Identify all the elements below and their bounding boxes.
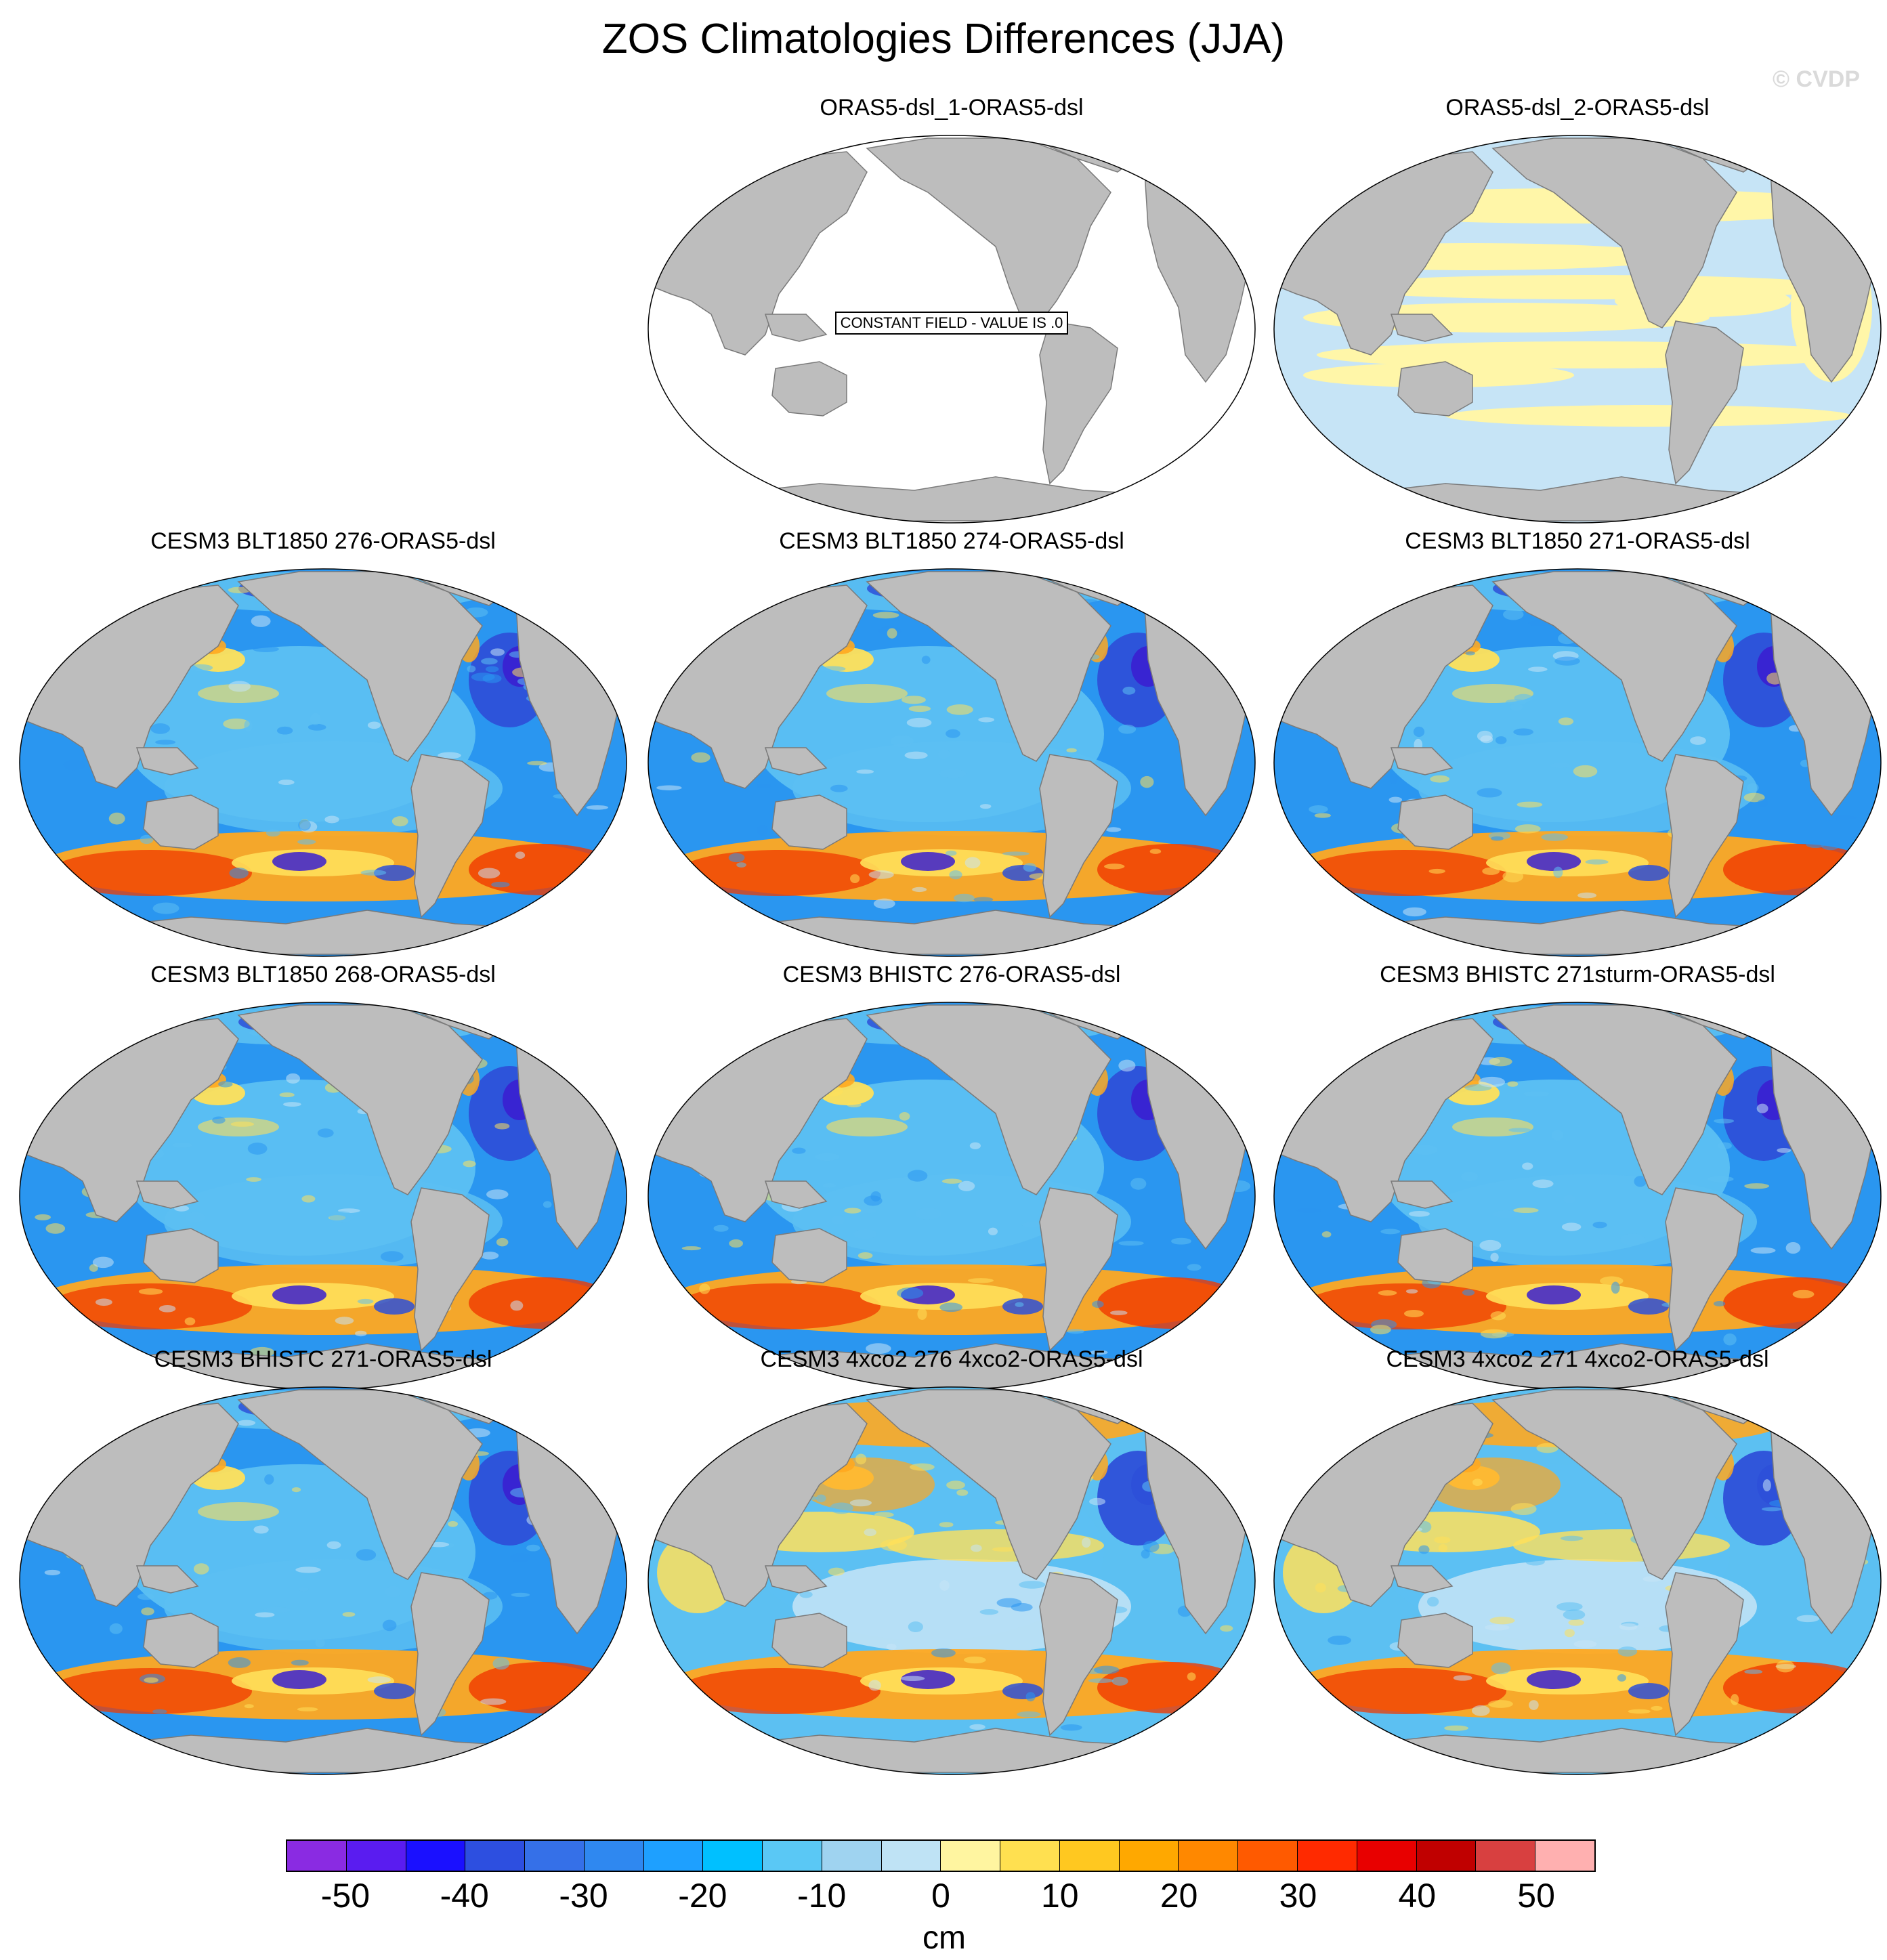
ocean-field (648, 569, 1255, 956)
ocean-field (20, 1002, 627, 1390)
colorbar-swatch (763, 1841, 822, 1871)
map-panel: CESM3 BLT1850 274-ORAS5-dsl (643, 528, 1260, 962)
colorbar-swatch (1119, 1841, 1179, 1871)
map-plot (19, 1386, 627, 1775)
colorbar-swatch (1476, 1841, 1536, 1871)
panel-title: CESM3 BLT1850 271-ORAS5-dsl (1405, 528, 1750, 554)
colorbar-swatch (1000, 1841, 1060, 1871)
map-plot (1273, 568, 1882, 957)
ocean-field (1274, 1387, 1881, 1774)
map-border (19, 1386, 627, 1775)
colorbar-swatch (1298, 1841, 1357, 1871)
map-panel: ORAS5-dsl_1-ORAS5-dsl CONSTANT FIELD - VA… (643, 95, 1260, 528)
colorbar-tick-label: 30 (1279, 1877, 1317, 1915)
map-border (1273, 1386, 1882, 1775)
colorbar-swatch (406, 1841, 466, 1871)
map-panel: CESM3 4xco2 271 4xco2-ORAS5-dsl (1269, 1346, 1886, 1780)
colorbar-tick-label: -40 (440, 1877, 489, 1915)
panel-title: CESM3 BLT1850 274-ORAS5-dsl (779, 528, 1124, 554)
map-plot (648, 1002, 1256, 1390)
map-panel: CESM3 BHISTC 271-ORAS5-dsl (15, 1346, 631, 1780)
colorbar-swatch (703, 1841, 763, 1871)
map-border (648, 568, 1256, 957)
colorbar-tick-label: -50 (320, 1877, 370, 1915)
map-border (1273, 135, 1882, 524)
map-border (648, 1386, 1256, 1775)
colorbar-swatch (1535, 1841, 1594, 1871)
colorbar-swatch (941, 1841, 1001, 1871)
map-panel: CESM3 BHISTC 276-ORAS5-dsl (643, 962, 1260, 1395)
colorbar-swatch (1179, 1841, 1239, 1871)
colorbar-tick-label: -10 (797, 1877, 847, 1915)
colorbar (286, 1839, 1596, 1872)
colorbar-swatch (1416, 1841, 1477, 1871)
map-plot (1273, 135, 1882, 524)
colorbar-swatch (465, 1841, 526, 1871)
map-border (1273, 568, 1882, 957)
panel-title: CESM3 BHISTC 271-ORAS5-dsl (154, 1346, 492, 1372)
page-title: ZOS Climatologies Differences (JJA) (601, 16, 1286, 62)
map-panel: ORAS5-dsl_2-ORAS5-dsl (1269, 95, 1886, 528)
ocean-field (1274, 1002, 1881, 1390)
constant-field-label: CONSTANT FIELD - VALUE IS .0 (643, 312, 1260, 335)
colorbar-tick-label: 50 (1517, 1877, 1555, 1915)
colorbar-tick-label: 10 (1041, 1877, 1079, 1915)
panel-title: CESM3 BLT1850 276-ORAS5-dsl (150, 528, 496, 554)
map-panel: CESM3 BLT1850 268-ORAS5-dsl (15, 962, 631, 1395)
map-panel: CESM3 BLT1850 271-ORAS5-dsl (1269, 528, 1886, 962)
map-plot (648, 1386, 1256, 1775)
map-border (19, 568, 627, 957)
colorbar-swatch (584, 1841, 644, 1871)
panel-title: CESM3 BLT1850 268-ORAS5-dsl (150, 962, 496, 987)
colorbar-tick-label: 40 (1398, 1877, 1437, 1915)
colorbar-swatch (287, 1841, 347, 1871)
map-plot (648, 568, 1256, 957)
colorbar-swatch (643, 1841, 704, 1871)
ocean-field (20, 1387, 627, 1774)
panel-title: CESM3 BHISTC 271sturm-ORAS5-dsl (1380, 962, 1775, 987)
panel-title: CESM3 BHISTC 276-ORAS5-dsl (782, 962, 1121, 987)
panel-title: ORAS5-dsl_2-ORAS5-dsl (1445, 95, 1710, 121)
ocean-field (1274, 569, 1881, 956)
colorbar-swatch (346, 1841, 406, 1871)
land-mask (21, 1002, 625, 1388)
panel-title: CESM3 4xco2 271 4xco2-ORAS5-dsl (1386, 1346, 1769, 1372)
map-panel: CESM3 BHISTC 271sturm-ORAS5-dsl (1269, 962, 1886, 1395)
colorbar-swatch (525, 1841, 585, 1871)
colorbar-tick-label: -20 (678, 1877, 727, 1915)
colorbar-swatch (1059, 1841, 1120, 1871)
ocean-field (648, 1002, 1255, 1390)
ocean-field (1274, 135, 1881, 523)
colorbar-swatch (822, 1841, 882, 1871)
map-plot (19, 568, 627, 957)
ocean-field (20, 569, 627, 956)
map-panel: CESM3 BLT1850 276-ORAS5-dsl (15, 528, 631, 962)
colorbar-swatch (881, 1841, 941, 1871)
ocean-field (648, 1387, 1255, 1774)
map-plot (1273, 1386, 1882, 1775)
colorbar-tick-label: 0 (931, 1877, 950, 1915)
map-plot (1273, 1002, 1882, 1390)
colorbar-swatch (1357, 1841, 1417, 1871)
watermark: © CVDP (1773, 66, 1860, 92)
panel-title: CESM3 4xco2 276 4xco2-ORAS5-dsl (760, 1346, 1143, 1372)
colorbar-tick-label: -30 (559, 1877, 608, 1915)
map-plot (19, 1002, 627, 1390)
colorbar-tick-label: 20 (1160, 1877, 1198, 1915)
colorbar-swatch (1238, 1841, 1298, 1871)
map-panel: CESM3 4xco2 276 4xco2-ORAS5-dsl (643, 1346, 1260, 1780)
map-border (648, 135, 1256, 524)
colorbar-unit: cm (923, 1920, 966, 1956)
panel-title: ORAS5-dsl_1-ORAS5-dsl (820, 95, 1084, 121)
